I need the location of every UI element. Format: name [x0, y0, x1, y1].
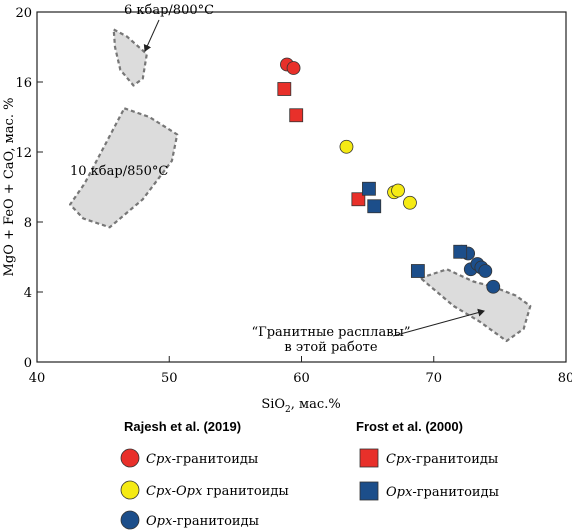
- legend-label-frost-opx: Орх-гранитоиды: [386, 485, 499, 500]
- y-tick-label: 4: [24, 286, 32, 301]
- legend-group-title-frost: Frost et al. (2000): [356, 419, 463, 434]
- y-tick-label: 20: [15, 6, 32, 21]
- field-polygon-2: [419, 268, 532, 343]
- field-polygon-1: [68, 107, 179, 229]
- x-axis-label: SiO2, мас.%: [261, 397, 340, 415]
- legend-marker-frost-cpx: [359, 448, 379, 468]
- legend-group-title-rajesh: Rajesh et al. (2019): [124, 419, 241, 434]
- field-label-6kbar: 6 кбар/800°C: [124, 3, 214, 18]
- legend-marker-rajesh-cpx: [120, 448, 140, 468]
- y-tick-label: 16: [15, 76, 32, 91]
- x-tick-label: 80: [558, 371, 572, 386]
- legend-label-rajesh-cpx: Срх-гранитоиды: [146, 452, 258, 467]
- points-layer: [277, 57, 501, 294]
- data-point-square-s4: [453, 244, 468, 259]
- data-point-square-s3: [289, 108, 304, 123]
- field-label-granite-melts-line2: в этой работе: [284, 340, 377, 355]
- y-tick-label: 0: [24, 356, 32, 371]
- data-point-square-s4: [362, 181, 376, 196]
- x-tick-label: 50: [161, 371, 178, 386]
- field-label-10kbar: 10 кбар/850°C: [70, 164, 168, 179]
- fields-layer: [68, 28, 532, 343]
- legend-marker-frost-opx: [359, 481, 379, 501]
- data-point-circle-s2: [486, 279, 501, 294]
- x-tick-label: 40: [29, 371, 46, 386]
- legend-label-rajesh-cpx-opx: Срх-Орх гранитоиды: [146, 484, 289, 499]
- field-label-granite-arrow: [392, 308, 485, 337]
- data-point-circle-s1: [391, 183, 405, 198]
- data-point-square-s3: [351, 192, 366, 207]
- data-point-circle-s1: [403, 195, 417, 210]
- legend-marker-rajesh-cpx-opx: [120, 480, 140, 500]
- field-polygon-0: [112, 28, 148, 87]
- field-label-granite-melts-line1: “Гранитные расплавы”: [251, 325, 410, 340]
- data-point-square-s3: [277, 82, 292, 96]
- x-tick-label: 70: [425, 371, 442, 386]
- y-tick-label: 8: [24, 216, 32, 231]
- data-point-circle-s2: [478, 264, 493, 278]
- legend-label-frost-cpx: Срх-гранитоиды: [386, 452, 498, 467]
- x-tick-label: 60: [293, 371, 310, 386]
- y-tick-label: 12: [15, 146, 32, 161]
- ticks-layer: 40 50 60 70 80 0 4 8 12 16 20: [15, 6, 572, 386]
- data-point-square-s4: [367, 199, 382, 214]
- legend: Rajesh et al. (2019) Frost et al. (2000)…: [120, 419, 499, 530]
- y-axis-label: MgO + FeO + CaO, мас. %: [2, 98, 17, 277]
- data-point-circle-s1: [339, 139, 354, 154]
- data-point-circle-s0: [286, 61, 301, 75]
- legend-label-rajesh-opx: Орх-гранитоиды: [146, 514, 259, 529]
- field-label-6kbar-arrow: [143, 19, 160, 52]
- data-point-square-s4: [410, 264, 425, 278]
- legend-marker-rajesh-opx: [120, 510, 140, 530]
